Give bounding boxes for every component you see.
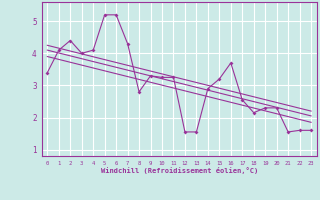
X-axis label: Windchill (Refroidissement éolien,°C): Windchill (Refroidissement éolien,°C): [100, 167, 258, 174]
